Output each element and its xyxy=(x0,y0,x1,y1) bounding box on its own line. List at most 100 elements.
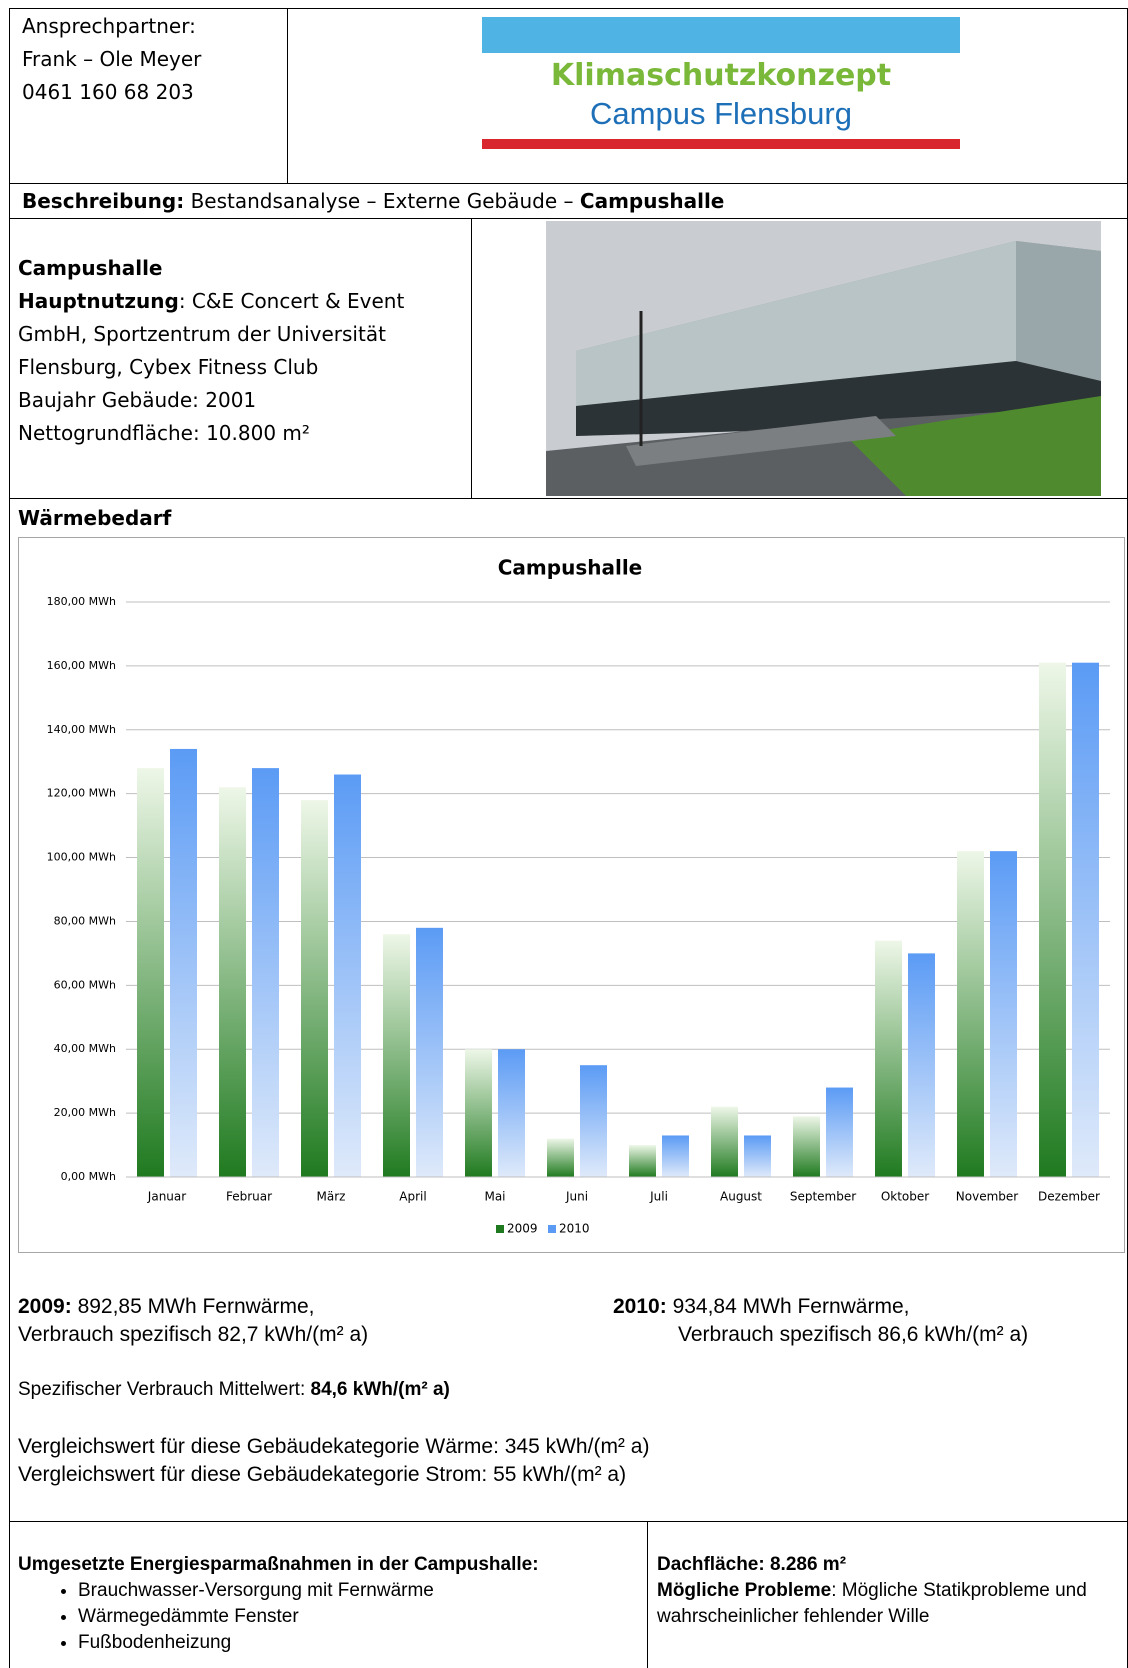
compare-heat: Vergleichswert für diese Gebäudekategori… xyxy=(18,1435,650,1458)
x-tick-label: Dezember xyxy=(1038,1190,1100,1204)
bar xyxy=(383,934,410,1177)
x-tick-label: August xyxy=(720,1190,762,1204)
stats-label: 2009: xyxy=(18,1295,72,1318)
mean-label: Spezifischer Verbrauch Mittelwert: xyxy=(18,1379,306,1400)
contact-line: Ansprechpartner: xyxy=(22,14,196,38)
photo xyxy=(546,221,1101,496)
logo-title: Klimaschutzkonzept xyxy=(550,58,892,93)
bar xyxy=(662,1135,689,1177)
stats-2009: 2009: 892,85 MWh Fernwärme, Verbrauch sp… xyxy=(18,1293,368,1349)
x-tick-label: Januar xyxy=(147,1190,186,1204)
border xyxy=(9,1521,1128,1522)
x-tick-label: März xyxy=(317,1190,346,1204)
bar xyxy=(301,800,328,1177)
y-tick-label: 140,00 MWh xyxy=(47,723,116,736)
x-tick-label: Juni xyxy=(565,1190,588,1204)
description-text: Bestandsanalyse – Externe Gebäude – xyxy=(190,189,574,213)
border xyxy=(9,183,1128,184)
bar xyxy=(1039,662,1066,1177)
building-year: Baujahr Gebäude: 2001 xyxy=(18,388,257,412)
chart: Campushalle 0,00 MWh 20,00 MWh 40,00 MWh 60… xyxy=(18,537,1125,1253)
x-tick-label: Juli xyxy=(649,1190,668,1204)
description-label: Beschreibung: xyxy=(22,189,185,213)
y-tick-label: 180,00 MWh xyxy=(47,595,116,608)
logo-subtitle: Campus Flensburg xyxy=(590,96,852,131)
bar xyxy=(826,1087,853,1177)
section-title: Wärmebedarf xyxy=(18,506,172,530)
bar xyxy=(744,1135,771,1177)
y-tick-label: 80,00 MWh xyxy=(54,914,116,927)
contact-line: 0461 160 68 203 xyxy=(22,80,194,104)
bar xyxy=(711,1106,738,1177)
bar xyxy=(629,1145,656,1177)
measure: Wärmegedämmte Fenster xyxy=(78,1604,539,1630)
legend-swatch xyxy=(496,1225,504,1233)
border xyxy=(9,8,10,1668)
y-tick-label: 100,00 MWh xyxy=(47,851,116,864)
x-tick-label: November xyxy=(956,1190,1018,1204)
y-tick-label: 0,00 MWh xyxy=(61,1170,116,1183)
stats-text: 892,85 MWh Fernwärme, xyxy=(77,1295,315,1318)
bar xyxy=(875,940,902,1177)
y-tick-label: 20,00 MWh xyxy=(54,1106,116,1119)
bar xyxy=(580,1065,607,1177)
bar xyxy=(957,851,984,1177)
compare-power: Vergleichswert für diese Gebäudekategori… xyxy=(18,1463,627,1486)
border xyxy=(9,218,1128,219)
stats-text: Verbrauch spezifisch 86,6 kWh/(m² a) xyxy=(678,1323,1029,1346)
y-tick-label: 60,00 MWh xyxy=(54,978,116,991)
x-tick-label: September xyxy=(790,1190,856,1204)
building-area: Nettogrundfläche: 10.800 m² xyxy=(18,421,310,445)
bar xyxy=(498,1049,525,1177)
building-name: Campushalle xyxy=(18,256,163,280)
border xyxy=(647,1521,648,1668)
mean: Spezifischer Verbrauch Mittelwert: 84,6 … xyxy=(18,1376,450,1404)
x-tick-label: Mai xyxy=(484,1190,505,1204)
bar xyxy=(170,748,197,1177)
logo-bar xyxy=(482,139,960,149)
y-tick-label: 40,00 MWh xyxy=(54,1042,116,1055)
x-tick-label: Oktober xyxy=(881,1190,929,1204)
problems: : Mögliche Statikprobleme und wahrschein… xyxy=(657,1580,1087,1627)
border xyxy=(471,218,472,498)
legend-swatch xyxy=(548,1225,556,1233)
bar xyxy=(990,851,1017,1177)
x-tick-label: April xyxy=(399,1190,426,1204)
usage: : C&E Concert & Event GmbH, Sportzentrum… xyxy=(18,289,405,379)
measures-list: Brauchwasser-Versorgung mit Fernwärme Wä… xyxy=(18,1578,539,1656)
bar xyxy=(908,953,935,1177)
stats-text: 934,84 MWh Fernwärme, xyxy=(672,1295,910,1318)
stats-text: Verbrauch spezifisch 82,7 kWh/(m² a) xyxy=(18,1323,369,1346)
problems-label: Mögliche Probleme xyxy=(657,1580,832,1601)
y-tick-label: 120,00 MWh xyxy=(47,787,116,800)
chart-frame xyxy=(18,537,1125,1253)
compare: Vergleichswert für diese Gebäudekategori… xyxy=(18,1433,649,1489)
border xyxy=(9,498,1128,499)
x-tick-label: Februar xyxy=(226,1190,272,1204)
contact: Ansprechpartner: Frank – Ole Meyer 0461 … xyxy=(22,10,201,109)
roof-area: Dachfläche: 8.286 m² xyxy=(657,1554,847,1575)
bar xyxy=(252,768,279,1177)
measures-title: Umgesetzte Energiesparmaßnahmen in der C… xyxy=(18,1554,539,1575)
border xyxy=(9,8,1128,9)
logo-bar xyxy=(482,17,960,53)
bar xyxy=(1072,662,1099,1177)
y-tick-label: 160,00 MWh xyxy=(47,659,116,672)
measure: Brauchwasser-Versorgung mit Fernwärme xyxy=(78,1578,539,1604)
legend-label: 2009 xyxy=(507,1222,538,1236)
usage-label: Hauptnutzung xyxy=(18,289,179,313)
building-info: Campushalle Hauptnutzung: C&E Concert & … xyxy=(18,252,458,450)
bar xyxy=(547,1138,574,1177)
legend-label: 2010 xyxy=(559,1222,590,1236)
border xyxy=(287,8,288,183)
description: Beschreibung: Bestandsanalyse – Externe … xyxy=(22,185,724,218)
bar xyxy=(416,927,443,1177)
bar xyxy=(465,1049,492,1177)
mean-value: 84,6 kWh/(m² a) xyxy=(310,1379,450,1400)
measure: Fußbodenheizung xyxy=(78,1630,539,1656)
stats-label: 2010: xyxy=(613,1295,667,1318)
bar xyxy=(334,774,361,1177)
description-bold: Campushalle xyxy=(579,189,725,213)
bar xyxy=(137,768,164,1177)
